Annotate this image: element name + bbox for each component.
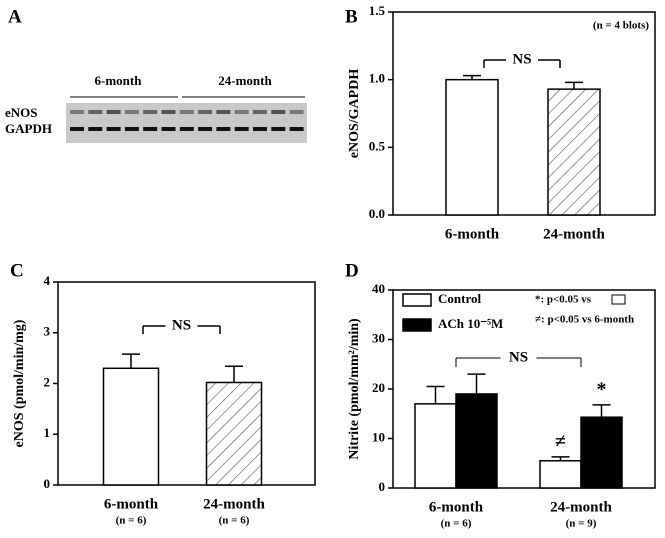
note: *: p<0.05 vs xyxy=(535,294,592,306)
legend-box-symbol xyxy=(611,294,626,305)
y-tick-label: 3 xyxy=(44,324,51,339)
band xyxy=(253,110,267,114)
n-label: (n = 6) xyxy=(441,518,472,530)
band xyxy=(271,110,286,114)
panel-label: A xyxy=(8,6,22,27)
y-axis-label: eNOS/GAPDH xyxy=(347,69,362,159)
y-tick-label: 1 xyxy=(44,425,51,440)
band xyxy=(253,127,267,131)
x-tick-label: 24-month xyxy=(203,496,265,512)
plot-frame xyxy=(392,11,656,216)
y-axis-label: Nitrite (pmol/mm²/min) xyxy=(347,318,362,460)
band xyxy=(143,127,158,131)
group-label: 6-month xyxy=(95,73,143,88)
y-tick-label: 0 xyxy=(44,476,51,491)
n-label: (n = 9) xyxy=(566,518,597,530)
significance-marker: ≠ xyxy=(555,430,566,452)
bar xyxy=(445,78,499,216)
y-tick-label: 2 xyxy=(44,374,51,389)
x-tick-label: 24-month xyxy=(543,226,605,242)
legend-label: Control xyxy=(438,291,481,306)
band xyxy=(179,110,194,114)
n-label: (n = 6) xyxy=(219,515,250,527)
bar xyxy=(102,367,160,486)
band xyxy=(216,127,231,131)
band xyxy=(289,127,304,131)
panel-label: C xyxy=(10,260,24,281)
note-symbol xyxy=(611,294,626,305)
note: ≠: p<0.05 vs 6-month xyxy=(535,314,634,326)
band xyxy=(289,110,304,114)
n-label: (n = 6) xyxy=(116,515,147,527)
western-blot: A 6-month 24-month eNOS GAPDH xyxy=(5,6,307,143)
bar xyxy=(205,381,263,486)
blot-image xyxy=(66,103,307,143)
band xyxy=(124,127,139,131)
y-axis-label: eNOS (pmol/min/mg) xyxy=(12,319,27,447)
bar xyxy=(539,460,582,489)
y-tick-label: 0.5 xyxy=(369,138,386,153)
band xyxy=(179,127,194,131)
legend-label: ACh 10⁻⁵M xyxy=(438,316,503,331)
bar xyxy=(580,416,623,489)
x-tick-label: 6-month xyxy=(429,499,484,515)
y-tick-label: 0 xyxy=(379,479,386,494)
y-tick-label: 40 xyxy=(372,281,385,296)
band xyxy=(216,110,231,114)
bar xyxy=(455,393,498,489)
band xyxy=(88,127,103,131)
band xyxy=(88,110,103,114)
band xyxy=(161,110,176,114)
x-tick-label: 6-month xyxy=(104,496,159,512)
y-tick-label: 20 xyxy=(372,380,385,395)
bar xyxy=(547,88,601,216)
row-label: GAPDH xyxy=(5,121,52,136)
band xyxy=(271,127,286,131)
band xyxy=(70,110,84,114)
band xyxy=(161,127,176,131)
band xyxy=(70,127,84,131)
significance-marker: * xyxy=(597,378,607,400)
x-tick-label: 24-month xyxy=(550,499,612,515)
row-label: eNOS xyxy=(5,105,38,120)
y-tick-label: 0.0 xyxy=(369,206,385,221)
y-tick-label: 30 xyxy=(372,330,385,345)
y-tick-label: 1.0 xyxy=(369,71,385,86)
group-label: 24-month xyxy=(218,73,272,88)
band xyxy=(106,127,121,131)
band xyxy=(124,110,139,114)
x-tick-label: 6-month xyxy=(445,226,500,242)
band xyxy=(106,110,121,114)
band xyxy=(234,127,249,131)
legend-swatch xyxy=(402,318,432,332)
band xyxy=(198,127,213,131)
note: (n = 4 blots) xyxy=(593,20,649,32)
y-tick-label: 1.5 xyxy=(369,3,386,18)
panel-label: B xyxy=(345,6,358,27)
band xyxy=(234,110,249,114)
panel-label: D xyxy=(345,260,359,281)
ns-label: NS xyxy=(509,349,528,365)
y-tick-label: 4 xyxy=(44,273,51,288)
y-tick-label: 10 xyxy=(372,429,385,444)
band xyxy=(198,110,213,114)
band xyxy=(143,110,158,114)
bar xyxy=(414,403,457,489)
ns-label: NS xyxy=(172,317,191,333)
legend-swatch xyxy=(402,293,432,307)
ns-label: NS xyxy=(512,51,531,67)
plot-frame xyxy=(57,281,316,486)
